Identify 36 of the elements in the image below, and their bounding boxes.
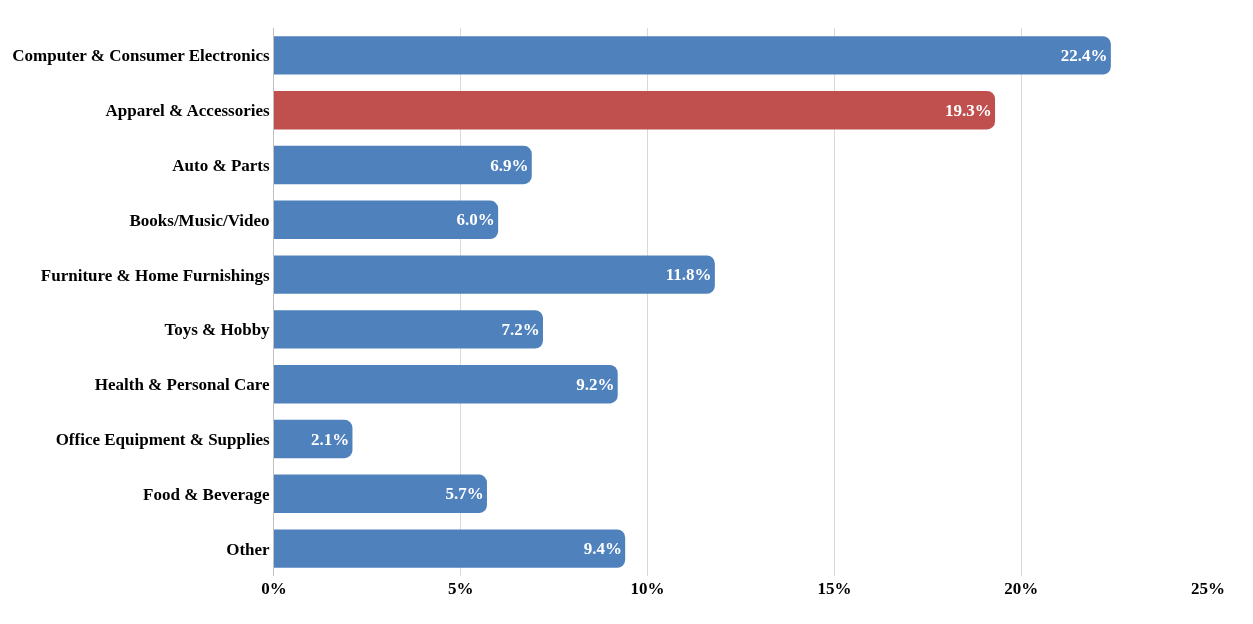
y-tick-label: Health & Personal Care [94, 375, 271, 395]
data-label: 9.2% [576, 374, 615, 394]
bar [274, 91, 996, 130]
bar [274, 365, 618, 404]
y-tick-label: Other [226, 539, 271, 559]
bar [274, 145, 532, 185]
x-tick-label: 10% [630, 579, 665, 598]
y-tick-label: Books/Music/Video [129, 210, 270, 230]
bar [274, 419, 353, 459]
x-tick-label: 0% [261, 579, 287, 598]
data-label: 11.8% [665, 265, 712, 285]
data-label: 22.4% [1060, 45, 1108, 65]
x-tick-label: 25% [1191, 579, 1225, 598]
data-label: 6.9% [490, 155, 529, 175]
x-tick-label: 20% [1004, 579, 1039, 598]
bar [274, 200, 499, 239]
bar [274, 529, 626, 568]
bar [274, 474, 487, 513]
bar [274, 36, 1111, 75]
data-label: 5.7% [445, 484, 484, 504]
x-tick-label: 5% [448, 579, 474, 598]
y-tick-label: Auto & Parts [172, 155, 270, 175]
bar [274, 255, 715, 294]
data-label: 19.3% [945, 100, 992, 120]
data-label: 6.0% [456, 210, 495, 230]
y-tick-label: Office Equipment & Supplies [55, 429, 270, 449]
y-tick-label: Toys & Hobby [164, 320, 271, 340]
bar [274, 310, 543, 349]
x-tick-label: 15% [817, 579, 852, 598]
y-tick-label: Computer & Consumer Electronics [12, 46, 270, 66]
y-tick-label: Apparel & Accessories [105, 101, 270, 121]
data-label: 7.2% [501, 319, 540, 339]
y-tick-label: Food & Beverage [143, 484, 271, 504]
data-label: 2.1% [310, 429, 350, 449]
y-tick-label: Furniture & Home Furnishings [40, 265, 270, 285]
data-label: 9.4% [583, 539, 622, 559]
